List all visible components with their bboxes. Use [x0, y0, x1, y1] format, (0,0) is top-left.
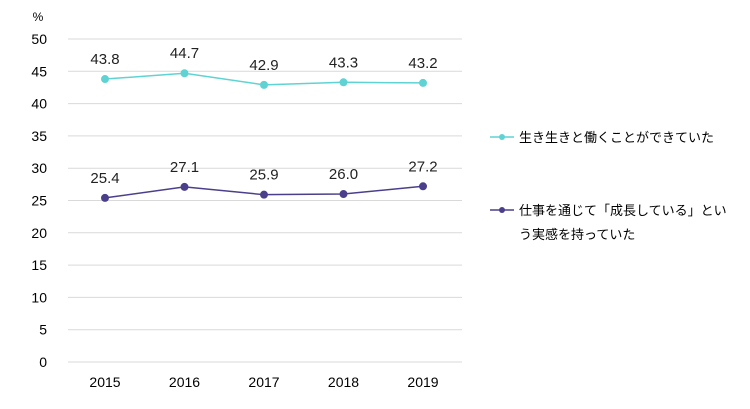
data-label-s1-2019: 43.2 [408, 55, 437, 72]
data-label-s2-2015: 25.4 [90, 170, 119, 187]
x-tick-label-2019: 2019 [407, 374, 438, 390]
y-tick-label-40: 40 [31, 96, 47, 112]
y-tick-label-50: 50 [31, 31, 47, 47]
data-point-s1-2018 [339, 78, 348, 87]
data-point-s2-2015 [101, 193, 109, 202]
data-point-s1-2015 [101, 75, 109, 84]
y-axis-unit-label: % [33, 10, 44, 24]
y-tick-label-15: 15 [31, 257, 47, 273]
y-tick-label-35: 35 [31, 128, 47, 144]
data-label-s2-2019: 27.2 [408, 158, 437, 175]
data-point-s2-2017 [260, 190, 268, 199]
series-group: 43.8 44.7 42.9 43.3 43.2 25.4 27.1 25.9 26.0 27.2 [90, 45, 438, 202]
x-axis-ticks: 2015 2016 2017 2018 2019 [89, 374, 438, 390]
legend-label-2-line-2: う実感を持っていた [519, 227, 635, 243]
data-label-s1-2015: 43.8 [90, 51, 119, 68]
data-label-s1-2018: 43.3 [329, 54, 358, 71]
y-tick-label-20: 20 [31, 225, 47, 241]
legend-label-1: 生き生きと働くことができていた [519, 131, 714, 146]
x-tick-label-2015: 2015 [89, 374, 120, 390]
legend-marker-2 [499, 207, 505, 213]
data-point-s2-2016 [180, 182, 189, 191]
data-point-s2-2019 [419, 182, 427, 191]
legend-label-2-line-1: 仕事を通じて「成長している」とい [519, 204, 727, 219]
y-tick-label-5: 5 [39, 322, 47, 338]
y-tick-label-10: 10 [31, 289, 47, 305]
y-tick-label-0: 0 [39, 354, 47, 370]
gridlines [68, 38, 462, 363]
data-point-s1-2016 [180, 69, 189, 78]
legend-marker-1 [499, 134, 505, 140]
y-axis-ticks: 0 5 10 15 20 25 30 35 40 45 50 [31, 31, 47, 370]
data-point-s2-2018 [339, 190, 348, 199]
x-tick-label-2018: 2018 [328, 374, 359, 390]
data-label-s2-2016: 27.1 [170, 159, 199, 176]
data-label-s2-2017: 25.9 [249, 167, 278, 184]
data-point-s1-2017 [260, 80, 268, 89]
y-tick-label-45: 45 [31, 63, 47, 79]
x-tick-label-2017: 2017 [248, 374, 279, 390]
data-point-s1-2019 [419, 78, 427, 87]
data-label-s1-2017: 42.9 [249, 57, 278, 74]
x-tick-label-2016: 2016 [169, 374, 200, 390]
y-tick-label-30: 30 [31, 160, 47, 176]
y-tick-label-25: 25 [31, 193, 47, 209]
data-label-s1-2016: 44.7 [170, 45, 199, 62]
data-label-s2-2018: 26.0 [329, 166, 358, 183]
